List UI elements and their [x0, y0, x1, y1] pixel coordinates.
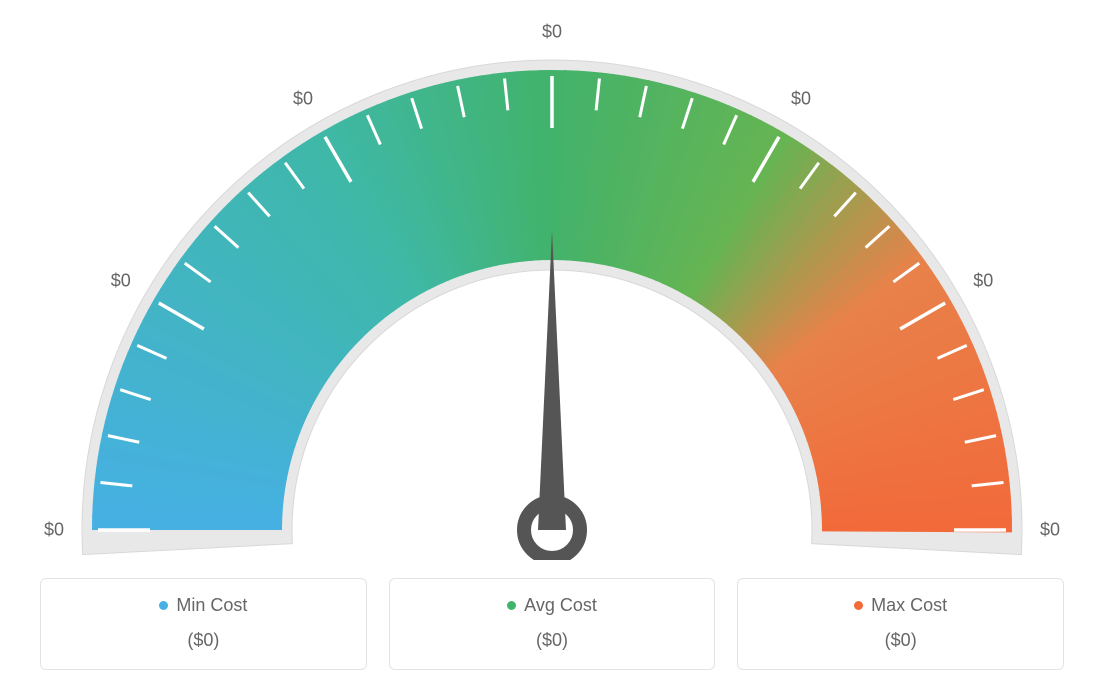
gauge-tick-label: $0: [111, 271, 131, 292]
legend-value-avg: ($0): [400, 630, 705, 651]
legend-card-avg: Avg Cost ($0): [389, 578, 716, 670]
gauge-tick-label: $0: [1040, 520, 1060, 541]
legend-title-avg: Avg Cost: [400, 595, 705, 616]
legend-title-max: Max Cost: [748, 595, 1053, 616]
gauge-svg: [0, 0, 1104, 560]
legend-dot-max: [854, 601, 863, 610]
legend-value-max: ($0): [748, 630, 1053, 651]
legend-title-min: Min Cost: [51, 595, 356, 616]
gauge-tick-label: $0: [293, 88, 313, 109]
legend-label-min: Min Cost: [176, 595, 247, 616]
gauge-tick-label: $0: [973, 271, 993, 292]
legend-value-min: ($0): [51, 630, 356, 651]
gauge-chart: $0 $0 $0 $0 $0 $0 $0: [0, 0, 1104, 560]
legend-card-max: Max Cost ($0): [737, 578, 1064, 670]
legend-dot-avg: [507, 601, 516, 610]
legend-row: Min Cost ($0) Avg Cost ($0) Max Cost ($0…: [40, 578, 1064, 670]
gauge-tick-label: $0: [542, 22, 562, 43]
legend-dot-min: [159, 601, 168, 610]
cost-gauge-widget: $0 $0 $0 $0 $0 $0 $0 Min Cost ($0) Avg Cost ($…: [0, 0, 1104, 690]
legend-label-avg: Avg Cost: [524, 595, 597, 616]
legend-label-max: Max Cost: [871, 595, 947, 616]
legend-card-min: Min Cost ($0): [40, 578, 367, 670]
gauge-tick-label: $0: [44, 520, 64, 541]
gauge-tick-label: $0: [791, 88, 811, 109]
